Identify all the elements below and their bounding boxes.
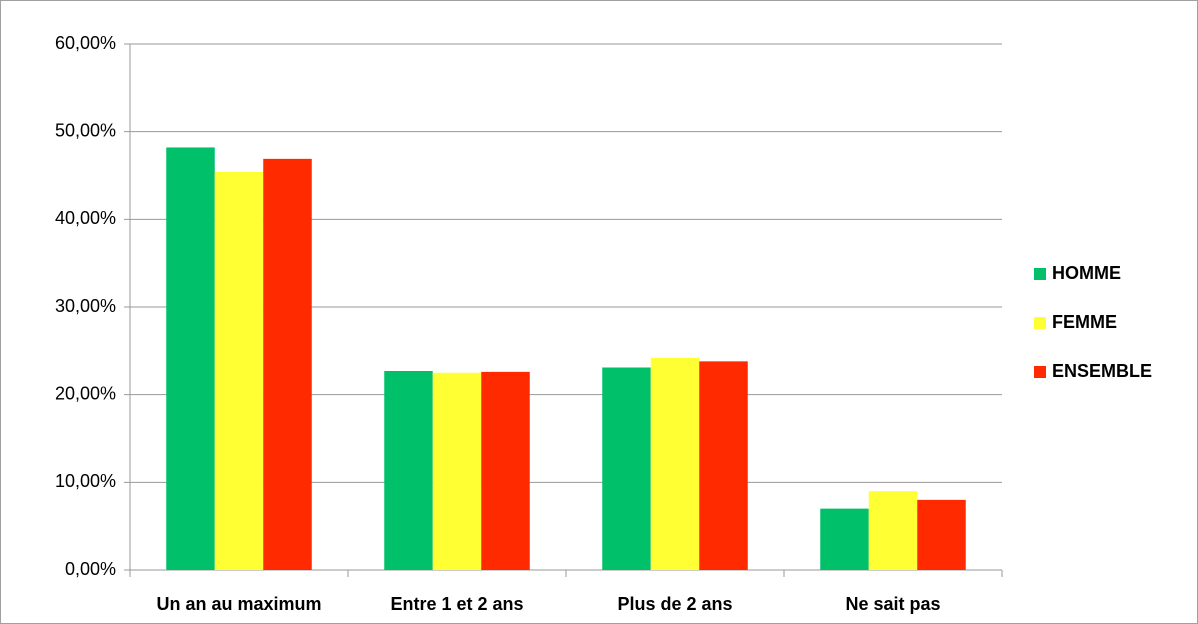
- legend-swatch: [1034, 268, 1046, 280]
- legend-swatch: [1034, 366, 1046, 378]
- y-tick-label: 0,00%: [65, 559, 116, 579]
- bar: [699, 361, 748, 570]
- legend-label: FEMME: [1052, 312, 1117, 332]
- bar: [166, 147, 215, 571]
- x-tick-label: Entre 1 et 2 ans: [390, 594, 523, 614]
- bar: [263, 158, 312, 571]
- x-tick-label: Ne sait pas: [845, 594, 940, 614]
- bar: [820, 508, 869, 570]
- bar: [868, 491, 918, 570]
- bar: [481, 371, 530, 570]
- bar: [650, 357, 700, 570]
- legend-label: HOMME: [1052, 263, 1121, 283]
- y-tick-label: 60,00%: [55, 33, 116, 53]
- legend-label: ENSEMBLE: [1052, 361, 1152, 381]
- bar: [384, 370, 433, 570]
- x-tick-label: Un an au maximum: [156, 594, 321, 614]
- x-tick-label: Plus de 2 ans: [617, 594, 732, 614]
- y-tick-label: 10,00%: [55, 471, 116, 491]
- bar: [917, 499, 966, 570]
- y-tick-label: 50,00%: [55, 120, 116, 140]
- bar: [432, 372, 482, 570]
- legend-swatch: [1034, 317, 1046, 329]
- bar: [214, 171, 264, 570]
- y-tick-label: 30,00%: [55, 296, 116, 316]
- y-tick-label: 20,00%: [55, 383, 116, 403]
- bar: [602, 367, 651, 570]
- y-tick-label: 40,00%: [55, 208, 116, 228]
